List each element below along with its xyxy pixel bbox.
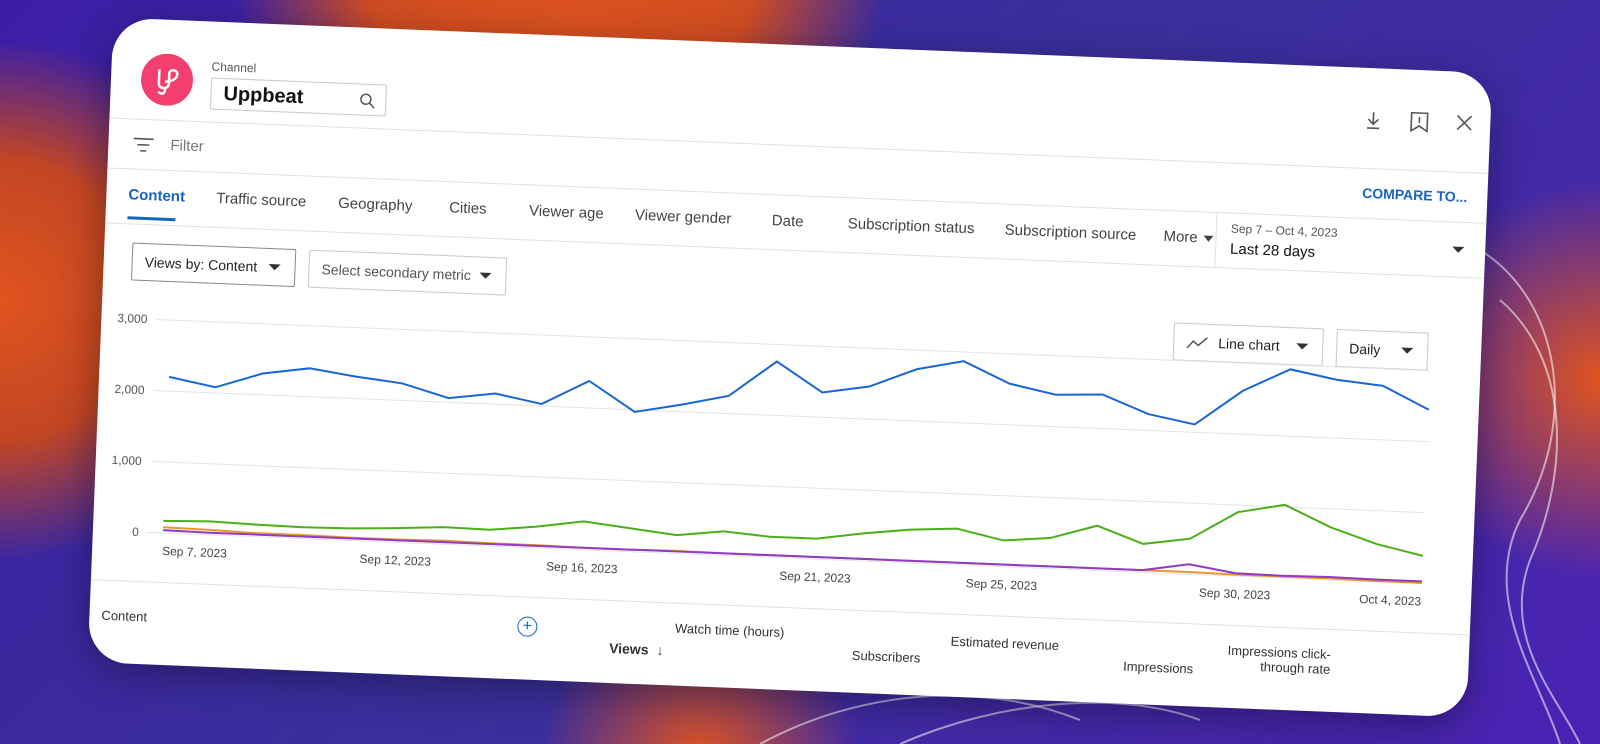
y-tick-label: 3,000 [117, 311, 148, 326]
column-header: Content [101, 607, 148, 625]
series-line [163, 503, 1424, 557]
series-line [162, 529, 1422, 583]
filter-icon[interactable] [133, 136, 154, 153]
x-tick-label: Oct 4, 2023 [1359, 592, 1422, 608]
sort-arrow: ↓ [656, 641, 664, 659]
grid-line [156, 319, 1431, 372]
toolbar-icons [1367, 111, 1473, 133]
channel-search[interactable]: Uppbeat [209, 77, 388, 117]
add-column-button[interactable]: + [516, 616, 538, 638]
x-tick-label: Sep 7, 2023 [162, 544, 228, 561]
download-icon[interactable] [1367, 112, 1380, 130]
grid-line [147, 531, 1422, 585]
channel-logo [141, 53, 194, 106]
column-header[interactable]: Views [608, 639, 649, 658]
chart-icon [1186, 337, 1208, 349]
y-tick-label: 2,000 [114, 382, 145, 397]
column-header[interactable]: Watch time (hours) [674, 620, 785, 640]
x-tick-label: Sep 21, 2023 [779, 569, 851, 586]
x-tick-label: Sep 30, 2023 [1199, 586, 1271, 603]
close-icon[interactable] [1456, 115, 1473, 131]
grid-line [150, 460, 1425, 514]
column-header[interactable]: Estimated revenue [950, 633, 1060, 654]
y-tick-label: 1,000 [111, 453, 142, 468]
chart-type-dropdown[interactable]: Line chart [1172, 322, 1324, 367]
column-header[interactable]: Impressions click-through rate [1227, 642, 1332, 677]
x-tick-label: Sep 12, 2023 [359, 552, 431, 569]
search-icon [360, 93, 375, 109]
y-tick-label: 0 [132, 525, 140, 539]
analytics-card: Channel Uppbeat Filter COMPARE TO... Con… [87, 17, 1493, 718]
grid-line [153, 389, 1428, 443]
feedback-icon[interactable] [1410, 111, 1429, 133]
x-tick-label: Sep 25, 2023 [965, 576, 1037, 593]
line-chart: 0 1,000 2,000 3,000 Sep 7, 2023 Sep 12, 2023 S… [111, 311, 1431, 609]
x-tick-label: Sep 16, 2023 [546, 559, 618, 576]
series-line [168, 360, 1430, 426]
column-header[interactable]: Subscribers [851, 647, 921, 666]
column-header[interactable]: Impressions [1122, 658, 1194, 677]
